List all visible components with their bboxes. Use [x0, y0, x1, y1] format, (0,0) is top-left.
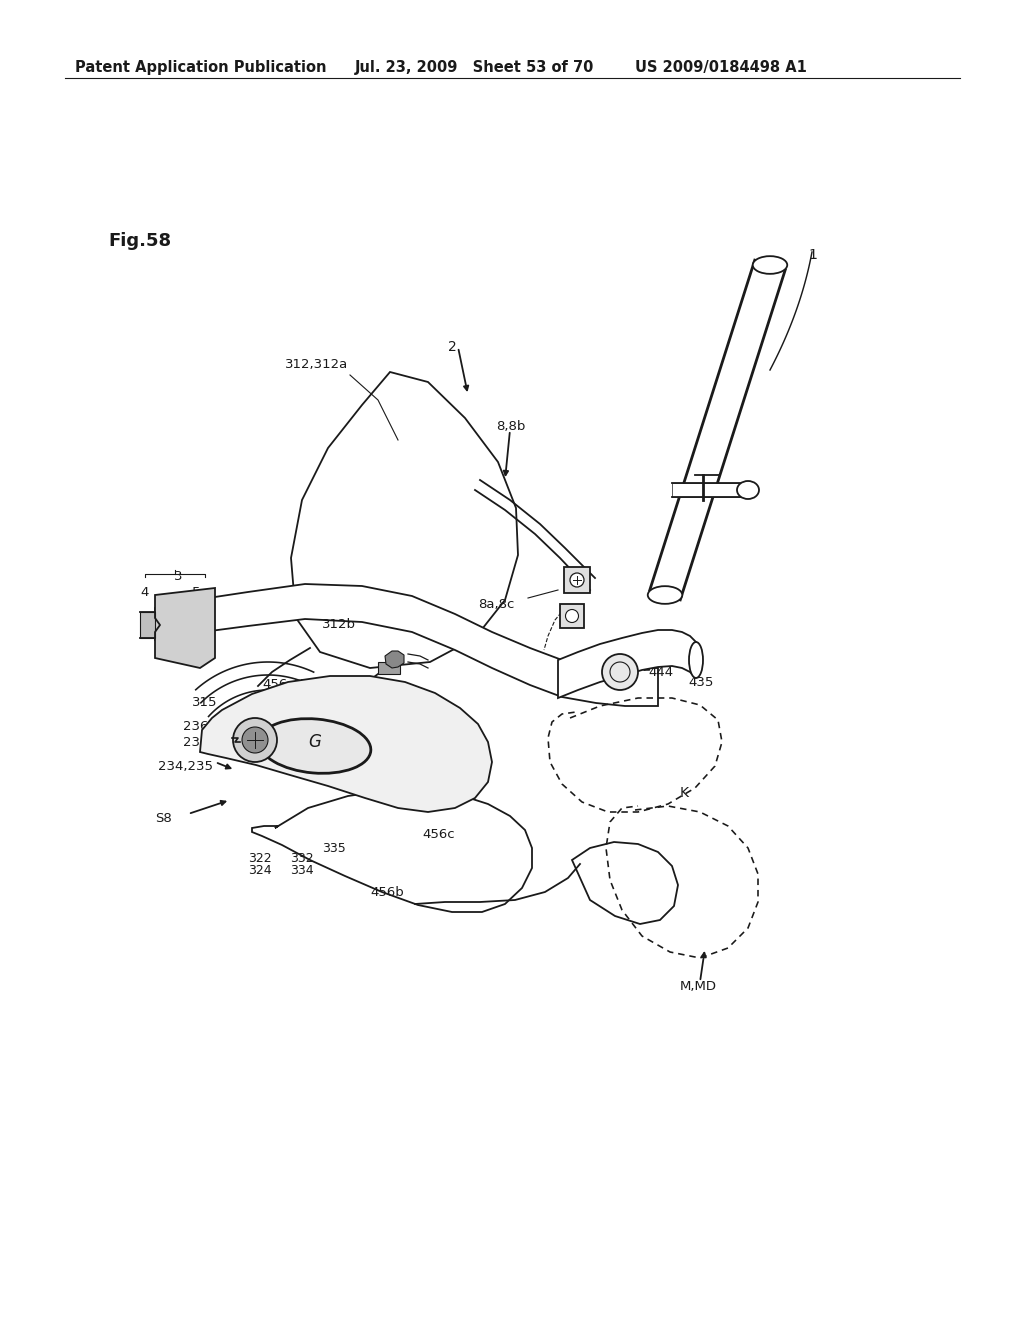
Ellipse shape: [753, 256, 787, 273]
Polygon shape: [252, 789, 532, 912]
Polygon shape: [155, 583, 658, 706]
Text: 3: 3: [174, 570, 182, 583]
Text: 312b: 312b: [322, 618, 356, 631]
Text: M,MD: M,MD: [680, 979, 717, 993]
FancyBboxPatch shape: [564, 568, 590, 593]
Ellipse shape: [689, 642, 703, 678]
Polygon shape: [650, 260, 785, 599]
Circle shape: [242, 727, 268, 752]
Ellipse shape: [570, 573, 584, 587]
Circle shape: [233, 718, 278, 762]
Text: 234,235: 234,235: [158, 760, 213, 774]
Circle shape: [602, 653, 638, 690]
Text: 322: 322: [248, 851, 271, 865]
Ellipse shape: [737, 480, 759, 499]
Text: 5: 5: [193, 586, 201, 599]
Text: Patent Application Publication: Patent Application Publication: [75, 59, 327, 75]
Text: 456,457: 456,457: [262, 678, 316, 690]
Text: K: K: [680, 785, 689, 800]
Ellipse shape: [565, 610, 579, 623]
Polygon shape: [558, 630, 696, 698]
Text: 1: 1: [808, 248, 817, 261]
Text: S8: S8: [155, 812, 172, 825]
FancyBboxPatch shape: [378, 663, 400, 675]
Text: 8,8b: 8,8b: [496, 420, 525, 433]
Text: 2: 2: [449, 341, 457, 354]
Polygon shape: [672, 483, 740, 498]
Text: 236: 236: [183, 719, 208, 733]
Text: 446: 446: [432, 789, 457, 803]
Ellipse shape: [648, 586, 682, 603]
Polygon shape: [572, 842, 678, 924]
Polygon shape: [140, 612, 155, 638]
Text: Fig.58: Fig.58: [108, 232, 171, 249]
Text: 8a,8c: 8a,8c: [478, 598, 514, 611]
Polygon shape: [200, 676, 492, 812]
Polygon shape: [155, 587, 215, 668]
Text: 312,312a: 312,312a: [285, 358, 348, 371]
FancyBboxPatch shape: [560, 605, 584, 628]
Text: 238: 238: [183, 737, 208, 748]
Text: US 2009/0184498 A1: US 2009/0184498 A1: [635, 59, 807, 75]
Text: 438: 438: [672, 649, 697, 663]
Polygon shape: [385, 651, 404, 668]
Text: Jul. 23, 2009   Sheet 53 of 70: Jul. 23, 2009 Sheet 53 of 70: [355, 59, 594, 75]
Polygon shape: [291, 372, 518, 668]
Text: 456b: 456b: [370, 886, 403, 899]
Text: 435: 435: [688, 676, 714, 689]
Text: 444: 444: [648, 667, 673, 678]
Text: 324: 324: [248, 865, 271, 876]
Text: G: G: [308, 733, 322, 751]
Text: 456c: 456c: [422, 828, 455, 841]
Ellipse shape: [259, 718, 371, 774]
Text: 335: 335: [322, 842, 346, 855]
Text: 4: 4: [140, 586, 148, 599]
Text: 315: 315: [193, 696, 217, 709]
Text: 334: 334: [290, 865, 313, 876]
Text: 332: 332: [290, 851, 313, 865]
